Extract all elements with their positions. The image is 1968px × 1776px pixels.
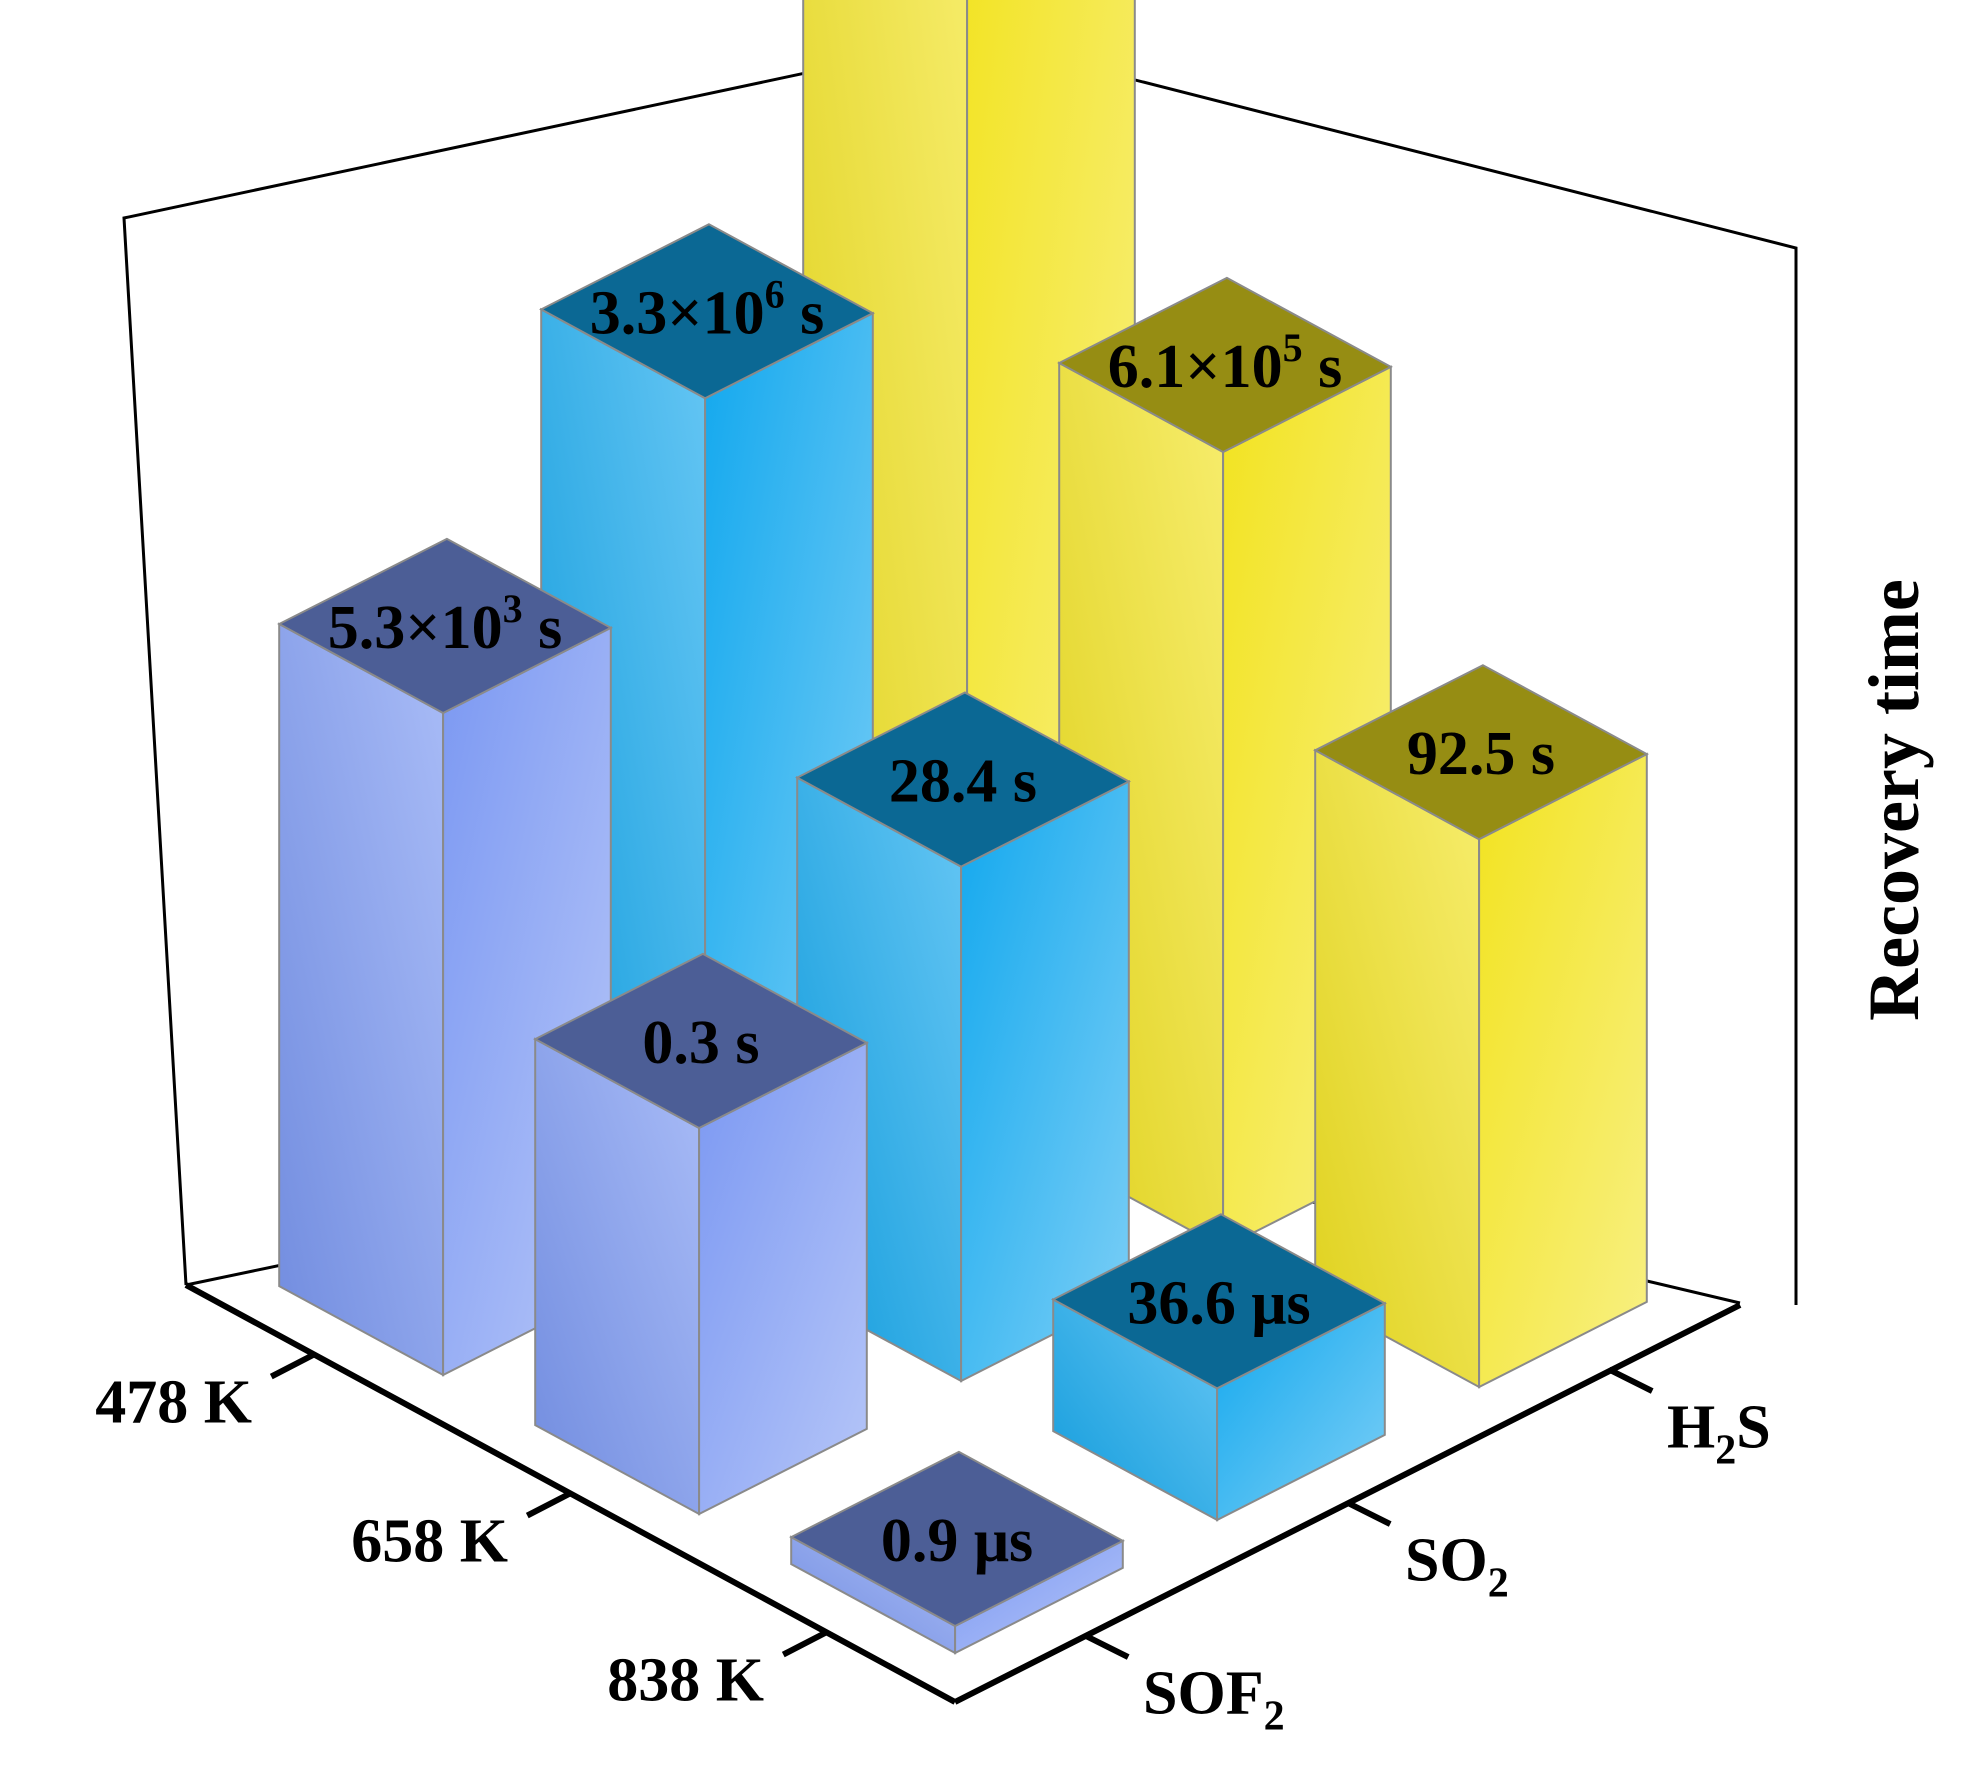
- bar-labels: 3.1×1012 s3.3×106 s6.1×105 s5.3×103 s28.…: [328, 271, 1555, 1575]
- gas-label-sof2: SOF2: [1143, 1660, 1285, 1740]
- bar-so2-658-k-value-label: 28.4 s: [889, 748, 1037, 816]
- bar-so2-838-k-top-face: [1051, 1213, 1387, 1390]
- back-right-wall: [969, 36, 1798, 1305]
- bar-h2s-838-k-right-face: [1478, 752, 1648, 1389]
- temperature-label-658-k: 658 K: [351, 1508, 508, 1576]
- temperature-tick: [525, 1490, 572, 1519]
- temperature-axis-line: [184, 1282, 957, 1705]
- bar-sof2-658-k-value-label: 0.3 s: [642, 1009, 759, 1077]
- bar-sof2-478-k-front-face: [278, 622, 445, 1377]
- bar-h2s-658-k-value-label: 6.1×105 s: [1108, 325, 1342, 401]
- bar-sof2-658-k: [533, 952, 869, 1516]
- temperature-label-478-k: 478 K: [95, 1369, 252, 1437]
- bar-h2s-838-k: [1313, 664, 1649, 1389]
- bar-so2-838-k: [1051, 1213, 1387, 1522]
- gas-tick: [1607, 1366, 1654, 1394]
- gas-tick: [1345, 1499, 1392, 1527]
- temperature-tick: [269, 1351, 316, 1380]
- gas-label-so2: SO2: [1405, 1527, 1509, 1607]
- temperature-label-838-k: 838 K: [607, 1647, 764, 1715]
- bar-so2-658-k-top-face: [795, 691, 1131, 868]
- bar-so2-478-k-value-label: 3.3×106 s: [590, 271, 824, 347]
- bar-sof2-658-k-top-face: [533, 952, 869, 1130]
- gas-tick: [1083, 1632, 1130, 1660]
- bars: [277, 0, 1649, 1655]
- bar-so2-478-k-top-face: [539, 223, 875, 400]
- bar-h2s-658-k-top-face: [1057, 276, 1393, 454]
- bar-sof2-838-k-top-face: [789, 1450, 1125, 1628]
- bar-sof2-838-k-value-label: 0.9 μs: [881, 1507, 1033, 1575]
- bar-sof2-478-k-value-label: 5.3×103 s: [328, 586, 562, 662]
- bar-sof2-478-k-top-face: [277, 537, 613, 715]
- bar-sof2-838-k: [789, 1450, 1125, 1655]
- temperature-tick: [781, 1629, 828, 1658]
- bar-h2s-838-k-value-label: 92.5 s: [1407, 720, 1555, 788]
- bar-so2-838-k-value-label: 36.6 μs: [1127, 1269, 1310, 1337]
- z-axis-title: Recovery time: [1854, 579, 1934, 1021]
- bar-h2s-838-k-top-face: [1313, 664, 1649, 841]
- gas-label-h2s: H2S: [1667, 1394, 1771, 1474]
- axes: [184, 1282, 1742, 1705]
